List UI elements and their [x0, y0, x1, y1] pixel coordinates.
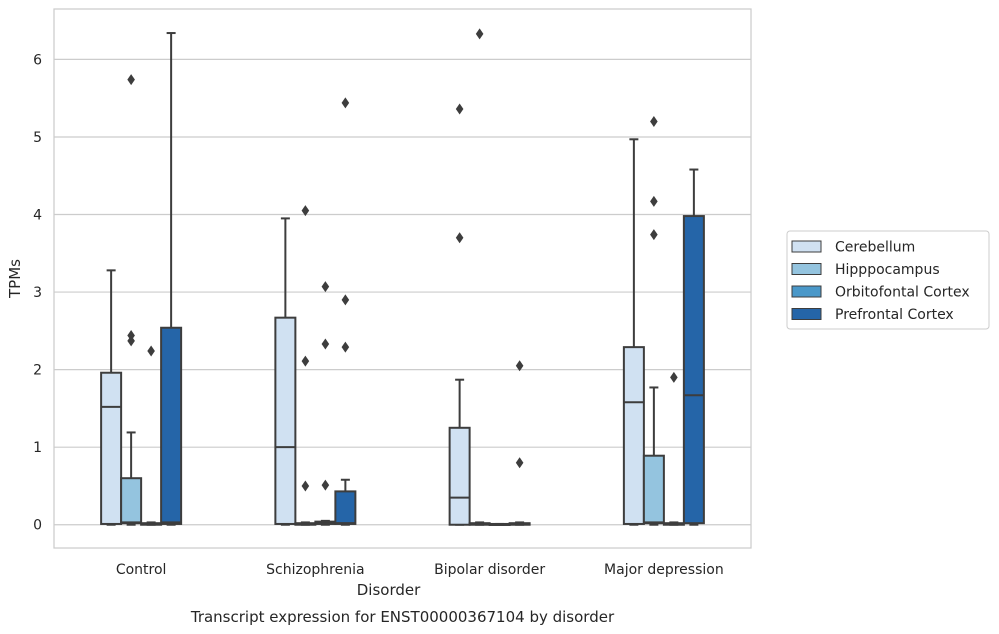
legend-label: Cerebellum	[835, 240, 915, 256]
outlier-point	[301, 480, 310, 492]
box-orbitofontal-cortex	[662, 371, 685, 526]
box-cerebellum	[100, 269, 123, 526]
box-iqr	[642, 454, 665, 525]
y-tick-label: 4	[33, 208, 42, 224]
box-hipppocampus	[468, 28, 491, 526]
outlier-point	[455, 232, 464, 244]
box-prefrontal-cortex	[508, 360, 531, 526]
legend-swatch	[791, 308, 822, 320]
y-tick-label: 0	[33, 518, 42, 534]
box-hipppocampus	[120, 74, 143, 526]
outlier-point	[475, 28, 484, 40]
x-tick-label: Control	[116, 562, 167, 578]
x-axis-ticks: Control Schizophrenia Bipolar disorder Majo…	[116, 562, 724, 578]
outlier-point	[321, 479, 330, 491]
outlier-point	[301, 205, 310, 217]
x-axis-label: Disorder	[357, 581, 421, 599]
outlier-point	[301, 355, 310, 367]
y-tick-label: 1	[33, 440, 42, 456]
x-tick-label: Schizophrenia	[266, 562, 364, 578]
legend-label: Hipppocampus	[835, 262, 940, 278]
y-tick-label: 2	[33, 363, 42, 379]
legend-swatch	[791, 285, 822, 298]
y-axis-label: TPMs	[6, 259, 24, 299]
legend-swatch	[791, 263, 822, 275]
box-plot-marks	[100, 28, 705, 526]
outlier-point	[515, 457, 524, 469]
outlier-point	[455, 103, 464, 115]
outlier-point	[650, 115, 658, 127]
outlier-point	[147, 345, 155, 357]
x-tick-label: Bipolar disorder	[434, 562, 545, 578]
outlier-point	[321, 338, 330, 350]
box-prefrontal-cortex	[160, 32, 183, 526]
box-orbitofontal-cortex	[314, 281, 337, 526]
box-prefrontal-cortex	[334, 97, 357, 526]
box-orbitofontal-cortex	[488, 522, 511, 526]
legend-label: Orbitofontal Cortex	[835, 285, 970, 301]
box-cerebellum	[274, 217, 297, 526]
box-iqr	[100, 371, 123, 525]
outlier-point	[670, 371, 678, 383]
box-iqr	[120, 477, 143, 525]
y-axis-ticks: 0 1 2 3 4 5 6	[33, 52, 42, 533]
outlier-point	[341, 341, 350, 353]
outlier-point	[127, 330, 135, 342]
box-iqr	[334, 490, 357, 525]
plot-frame	[53, 8, 752, 549]
legend-frame	[786, 230, 990, 330]
box-prefrontal-cortex	[682, 168, 705, 526]
x-tick-label: Major depression	[604, 562, 724, 578]
y-tick-label: 5	[33, 130, 42, 146]
box-iqr	[160, 326, 183, 525]
y-tick-label: 3	[33, 285, 42, 301]
outlier-point	[321, 281, 330, 293]
box-iqr	[448, 426, 471, 526]
outlier-point	[650, 229, 658, 241]
legend-swatch	[791, 240, 822, 253]
outlier-point	[127, 74, 135, 86]
box-iqr	[622, 346, 645, 525]
box-iqr	[682, 215, 705, 525]
chart-caption: Transcript expression for ENST0000036710…	[190, 608, 615, 626]
box-orbitofontal-cortex	[140, 345, 163, 526]
box-cerebellum	[448, 103, 471, 526]
outlier-point	[341, 294, 350, 306]
outlier-point	[515, 360, 524, 372]
box-hipppocampus	[642, 115, 665, 526]
box-hipppocampus	[294, 205, 317, 526]
box-cerebellum	[622, 138, 645, 526]
legend: Cerebellum Hipppocampus Orbitofontal Corte…	[786, 230, 990, 330]
y-tick-label: 6	[33, 52, 42, 68]
outlier-point	[650, 195, 658, 207]
outlier-point	[341, 97, 350, 109]
box-iqr	[274, 316, 297, 525]
legend-label: Prefrontal Cortex	[835, 307, 954, 323]
